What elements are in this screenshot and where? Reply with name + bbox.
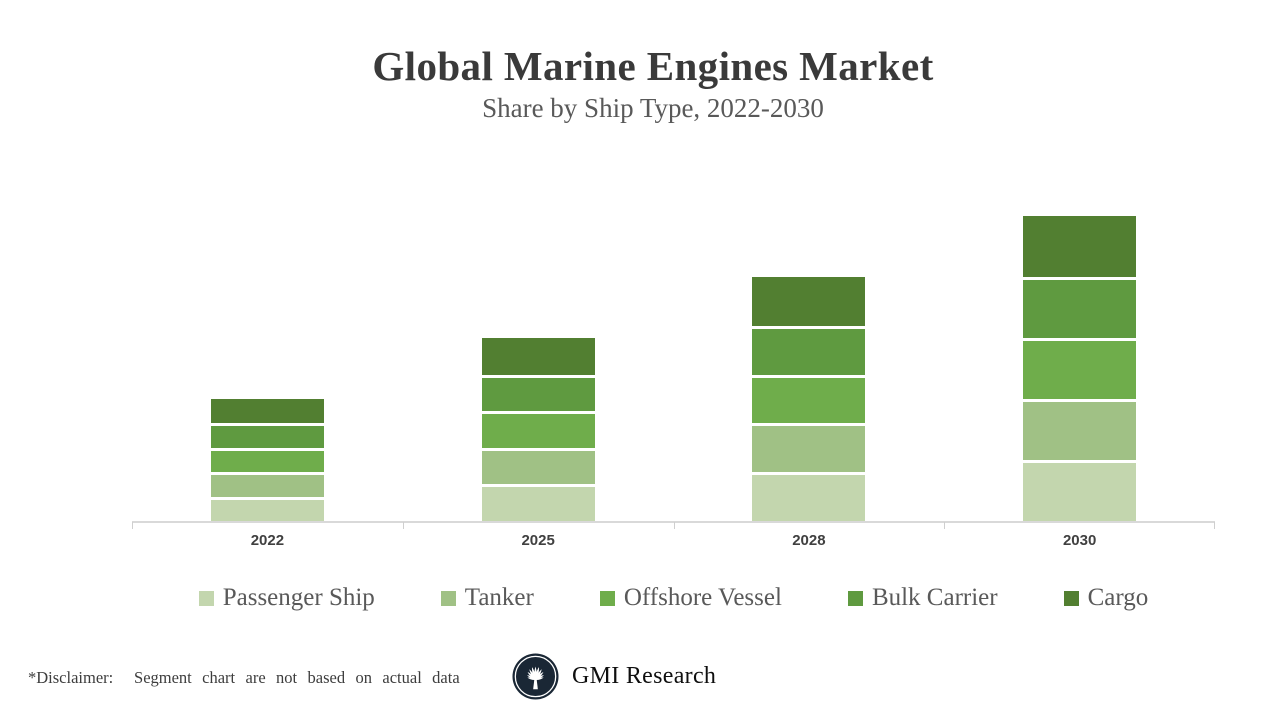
x-axis-label: 2030 — [1062, 532, 1097, 549]
bar-segment — [210, 423, 324, 448]
legend-swatch-icon — [847, 590, 863, 606]
axis-tick — [132, 522, 133, 529]
x-axis-label: 2028 — [792, 532, 826, 549]
legend-label: Bulk Carrier — [871, 584, 998, 611]
stacked-bar-2025 — [481, 338, 595, 521]
stacked-bar-2028 — [752, 277, 866, 521]
legend-label: Passenger Ship — [222, 584, 375, 611]
legend-label: Cargo — [1087, 584, 1149, 611]
bar-segment — [481, 447, 595, 485]
legend-label: Offshore Vessel — [623, 584, 782, 611]
disclaimer-text: *Disclaimer: Segment chart are not based… — [28, 668, 460, 687]
bar-slot-2025 — [403, 216, 674, 521]
bar-segment — [752, 472, 866, 521]
bar-segment — [210, 399, 324, 424]
legend-item: Passenger Ship — [198, 584, 375, 612]
bar-slot-2022 — [132, 216, 403, 521]
bar-segment — [481, 411, 595, 448]
legend-swatch-icon — [198, 590, 214, 606]
legend-item: Cargo — [1063, 584, 1149, 612]
chart-legend: Passenger Ship Tanker Offshore Vessel Bulk … — [132, 584, 1215, 612]
bar-segment — [1023, 277, 1137, 338]
chart-title: Global Marine Engines Market — [372, 43, 934, 89]
bar-slot-2028 — [674, 216, 945, 521]
bar-segment — [210, 472, 324, 497]
bar-slot-2030 — [944, 216, 1215, 521]
bar-segment — [481, 338, 595, 375]
bar-segment — [210, 496, 324, 521]
x-axis-label: 2022 — [250, 532, 285, 549]
stacked-bar-2030 — [1023, 216, 1137, 521]
bar-segment — [752, 423, 866, 473]
plot-area — [132, 216, 1215, 521]
brand-logo: GMI Research — [512, 653, 716, 700]
legend-swatch-icon — [1063, 590, 1079, 606]
bar-segment — [1023, 399, 1137, 460]
bar-segment — [481, 374, 595, 412]
chart-header: Global Marine Engines Market Share by Sh… — [26, 42, 1280, 124]
x-axis-labels: 2022 2025 2028 2030 — [132, 532, 1215, 549]
bar-segment — [1023, 338, 1137, 399]
legend-swatch-icon — [599, 590, 615, 606]
bar-segment — [752, 325, 866, 375]
axis-tick — [673, 522, 675, 529]
chart-subtitle: Share by Ship Type, 2022-2030 — [482, 93, 824, 123]
bar-segment — [752, 277, 866, 326]
bar-segment — [1023, 216, 1137, 277]
legend-item: Offshore Vessel — [599, 584, 782, 612]
legend-label: Tanker — [464, 584, 534, 611]
bar-segment — [210, 447, 324, 473]
legend-item: Bulk Carrier — [847, 584, 998, 612]
stacked-bar-2022 — [210, 399, 324, 521]
stacked-bar-chart: 2022 2025 2028 2030 — [132, 216, 1215, 549]
axis-tick — [402, 522, 404, 529]
bar-segment — [752, 374, 866, 424]
x-axis-label: 2025 — [521, 532, 555, 549]
legend-item: Tanker — [440, 584, 534, 612]
axis-tick — [1214, 522, 1215, 529]
axis-tick — [944, 522, 946, 529]
gmi-palm-logo-icon — [512, 653, 559, 700]
brand-name: GMI Research — [572, 663, 717, 689]
bar-segment — [1023, 460, 1137, 521]
bar-segment — [481, 484, 595, 521]
legend-swatch-icon — [440, 590, 456, 606]
